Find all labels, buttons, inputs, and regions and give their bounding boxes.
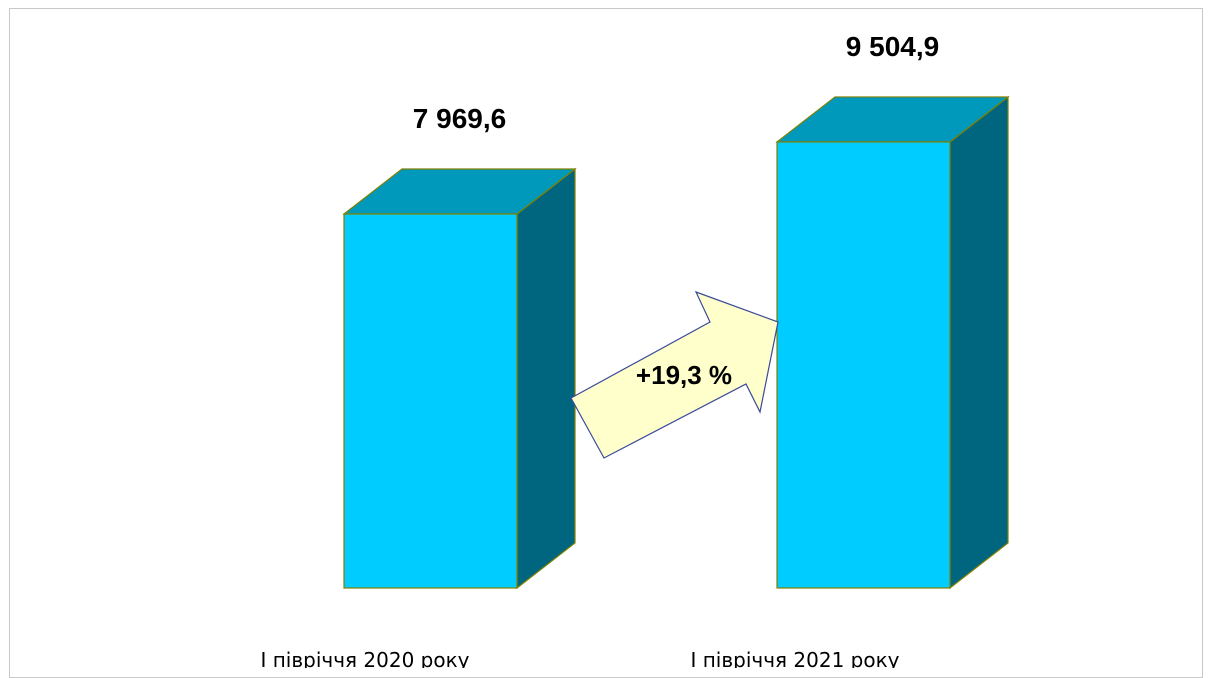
- bar-front: [776, 141, 951, 589]
- bar-2: [775, 95, 1010, 590]
- bar-side: [949, 95, 1009, 590]
- bars-layer: [342, 95, 1010, 590]
- data-label: 9 504,9: [846, 31, 939, 62]
- labels-layer: 7 969,6 І півріччя 2020 року 9 504,9 І півр…: [260, 31, 939, 668]
- data-label: 7 969,6: [413, 103, 506, 134]
- growth-percent-label: +19,3 %: [636, 360, 732, 390]
- category-label: І півріччя 2020 року: [260, 648, 469, 668]
- bar-1: [342, 167, 577, 590]
- bar-side: [516, 167, 576, 590]
- bar-front: [343, 213, 518, 589]
- category-label: І півріччя 2021 року: [690, 648, 899, 668]
- growth-arrow-group: +19,3 %: [570, 290, 779, 459]
- growth-arrow: [570, 290, 779, 459]
